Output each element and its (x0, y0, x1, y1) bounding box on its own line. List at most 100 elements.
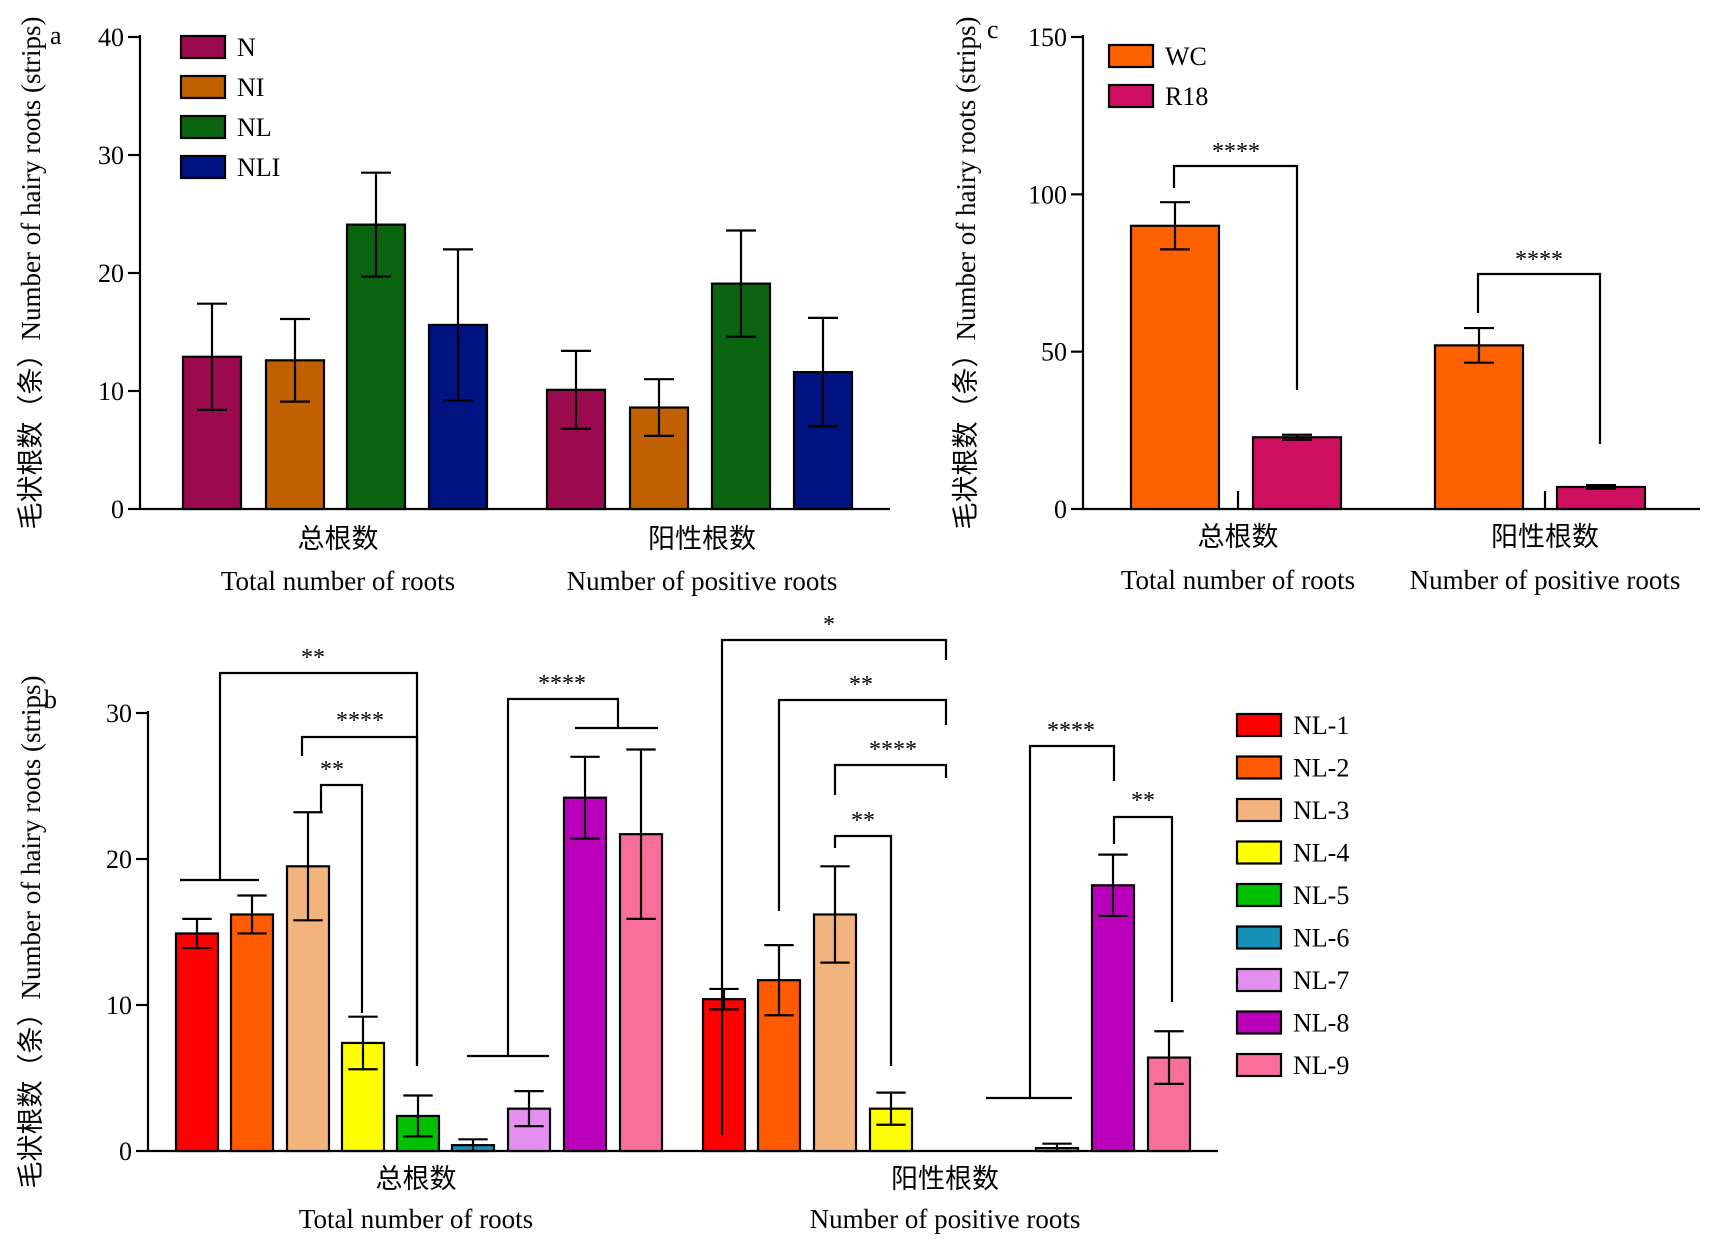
category-label-en: Number of positive roots (1410, 565, 1681, 595)
legend-swatch (1235, 1052, 1283, 1078)
legend-swatch (1235, 797, 1283, 823)
significance-bracket: **** (1172, 139, 1299, 390)
legend-swatch (1235, 967, 1283, 993)
legend-swatch (1235, 755, 1283, 780)
legend-label: WC (1165, 42, 1207, 71)
error-bar-R18-1 (1586, 483, 1616, 490)
y-tick-label: 150 (1028, 23, 1067, 52)
category-label-cn: 阳性根数 (891, 1164, 999, 1194)
error-bar-NL-9-0 (626, 748, 656, 920)
legend-swatch (1235, 882, 1283, 908)
y-tick-label: 100 (1028, 180, 1067, 209)
error-bar-NL-8-1 (1098, 853, 1128, 918)
bracket-line (1476, 272, 1602, 444)
legend-label: NL-7 (1293, 966, 1349, 995)
bracket-line (300, 735, 419, 1066)
bar-NL-2-0 (229, 913, 275, 1153)
error-bar-NL-7-0 (514, 1090, 544, 1128)
y-tick-label: 20 (98, 259, 124, 288)
legend-swatch (1107, 83, 1155, 109)
significance-bracket: **** (1476, 247, 1602, 444)
bracket-line (1172, 164, 1299, 390)
legend-swatch (179, 114, 227, 140)
bracket-line (777, 698, 948, 911)
significance-label: **** (538, 671, 586, 697)
category-label-cn: 阳性根数 (1491, 522, 1599, 552)
error-bar-NLI-0 (443, 248, 473, 402)
y-axis-label: 毛状根数（条）Number of hairy roots (strips) (16, 17, 46, 530)
legend: N NI NL NLI (179, 33, 280, 182)
panel-label: b (44, 685, 57, 714)
y-tick-label: 50 (1041, 338, 1067, 367)
category-label-en: Total number of roots (299, 1204, 533, 1234)
error-bar-NL-8-0 (570, 755, 600, 840)
bracket-line (1028, 744, 1116, 1098)
category-label-cn: 总根数 (298, 524, 379, 554)
panel-b: b 0 10 20 30 毛状根数（条）Number of hairy roots (st… (16, 612, 1349, 1234)
legend-label: NL-4 (1293, 839, 1349, 868)
error-bar-N-0 (197, 302, 227, 411)
legend-label: NI (237, 73, 264, 102)
category-label-en: Number of positive roots (810, 1204, 1081, 1234)
category-label-en: Total number of roots (221, 566, 455, 596)
error-bar-NI-0 (280, 317, 310, 403)
bar-R18-1 (1555, 485, 1647, 511)
significance-label: ** (320, 757, 344, 783)
bracket-line (720, 638, 948, 1135)
significance-label: **** (336, 708, 384, 734)
category-label-cn: 总根数 (376, 1164, 457, 1194)
y-tick-label: 0 (1054, 495, 1067, 524)
significance-bracket: **** (986, 718, 1116, 1100)
error-bar-NL-1-1 (709, 987, 739, 1011)
bar-NL-3-1 (812, 913, 858, 1153)
significance-label: **** (869, 737, 917, 763)
y-tick-label: 0 (111, 495, 124, 524)
significance-label: **** (1047, 718, 1095, 744)
legend: WC R18 (1107, 42, 1208, 111)
y-tick-label: 30 (98, 141, 124, 170)
error-bar-NL-5-0 (403, 1094, 433, 1138)
significance-bracket: * (720, 612, 948, 1135)
error-bar-NL-2-0 (237, 894, 267, 935)
y-axis-label: 毛状根数（条）Number of hairy roots (strips) (16, 676, 46, 1189)
y-tick-label: 10 (106, 991, 132, 1020)
error-bar-NL-3-0 (293, 811, 323, 922)
legend-swatch (1235, 712, 1283, 738)
legend-label: NL-3 (1293, 796, 1349, 825)
bar-NL-8-0 (562, 796, 608, 1153)
panel-label: a (50, 21, 62, 50)
legend-swatch (1107, 43, 1155, 69)
panel-c: c 0 50 100 150 毛状根数（条）Number of hairy roots (… (951, 15, 1700, 595)
y-tick-label: 20 (106, 845, 132, 874)
bracket-line (506, 697, 620, 1056)
significance-bracket: ** (1112, 788, 1174, 1002)
legend-label: N (237, 33, 256, 62)
legend: NL-1 NL-2 NL-3 NL-4 NL-5 NL-6 NL-7 NL-8 NL-9 (1235, 711, 1349, 1080)
panel-label: c (987, 15, 999, 44)
legend-swatch (1235, 1010, 1283, 1035)
significance-bracket: **** (467, 671, 658, 1058)
significance-label: ** (851, 808, 875, 834)
legend-swatch (1235, 925, 1283, 950)
panel-a: a 0 10 20 30 40 毛状根数（条）Number of hairy roots (… (16, 17, 890, 596)
error-bar-NL-1 (726, 229, 756, 338)
error-bar-NL-7-1 (1042, 1142, 1072, 1153)
legend-label: NL-8 (1293, 1009, 1349, 1038)
y-tick-label: 10 (98, 377, 124, 406)
bar-WC-1 (1433, 344, 1525, 511)
category-label-cn: 总根数 (1198, 522, 1279, 552)
bar-NL-1-0 (174, 932, 220, 1153)
error-bar-NL-4-1 (876, 1091, 906, 1126)
error-bar-NL-6-0 (458, 1138, 488, 1153)
error-bar-NL-9-1 (1154, 1030, 1184, 1085)
significance-bracket: ** (833, 808, 893, 1066)
error-bar-WC-0 (1160, 201, 1190, 251)
legend-label: NL-9 (1293, 1051, 1349, 1080)
bracket-line (319, 783, 364, 1013)
legend-label: NL (237, 113, 272, 142)
significance-label: * (823, 612, 835, 638)
significance-bracket: **** (300, 708, 419, 1066)
bracket-line (1112, 815, 1174, 1002)
error-bar-NLI-1 (808, 316, 838, 428)
bar-WC-0 (1129, 224, 1221, 511)
